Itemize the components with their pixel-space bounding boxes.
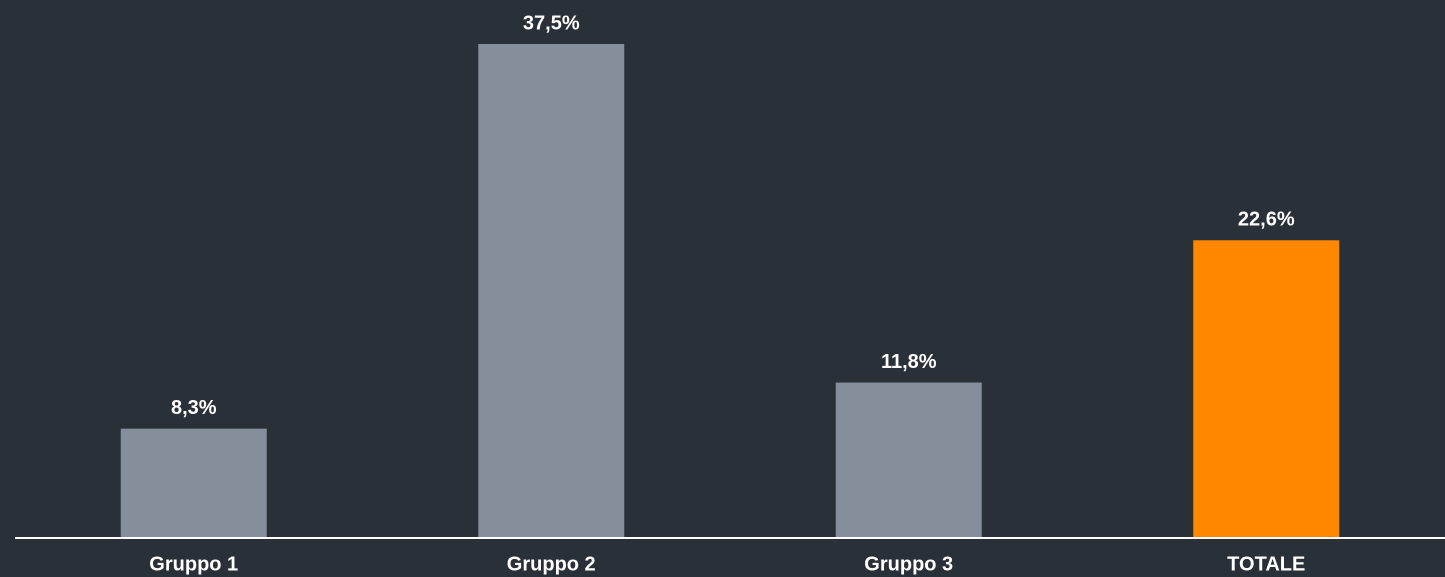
bar bbox=[120, 428, 267, 538]
bar bbox=[835, 382, 982, 538]
x-tick-label: TOTALE bbox=[1227, 553, 1305, 575]
value-label: 11,8% bbox=[881, 351, 937, 373]
bar bbox=[478, 44, 625, 538]
value-label: 8,3% bbox=[171, 397, 217, 419]
x-tick-label: Gruppo 1 bbox=[149, 553, 238, 575]
x-tick-label: Gruppo 2 bbox=[507, 553, 596, 575]
x-tick-label: Gruppo 3 bbox=[864, 553, 953, 575]
value-label: 37,5% bbox=[523, 12, 580, 34]
value-label: 22,6% bbox=[1238, 209, 1295, 231]
bar bbox=[1193, 240, 1340, 539]
